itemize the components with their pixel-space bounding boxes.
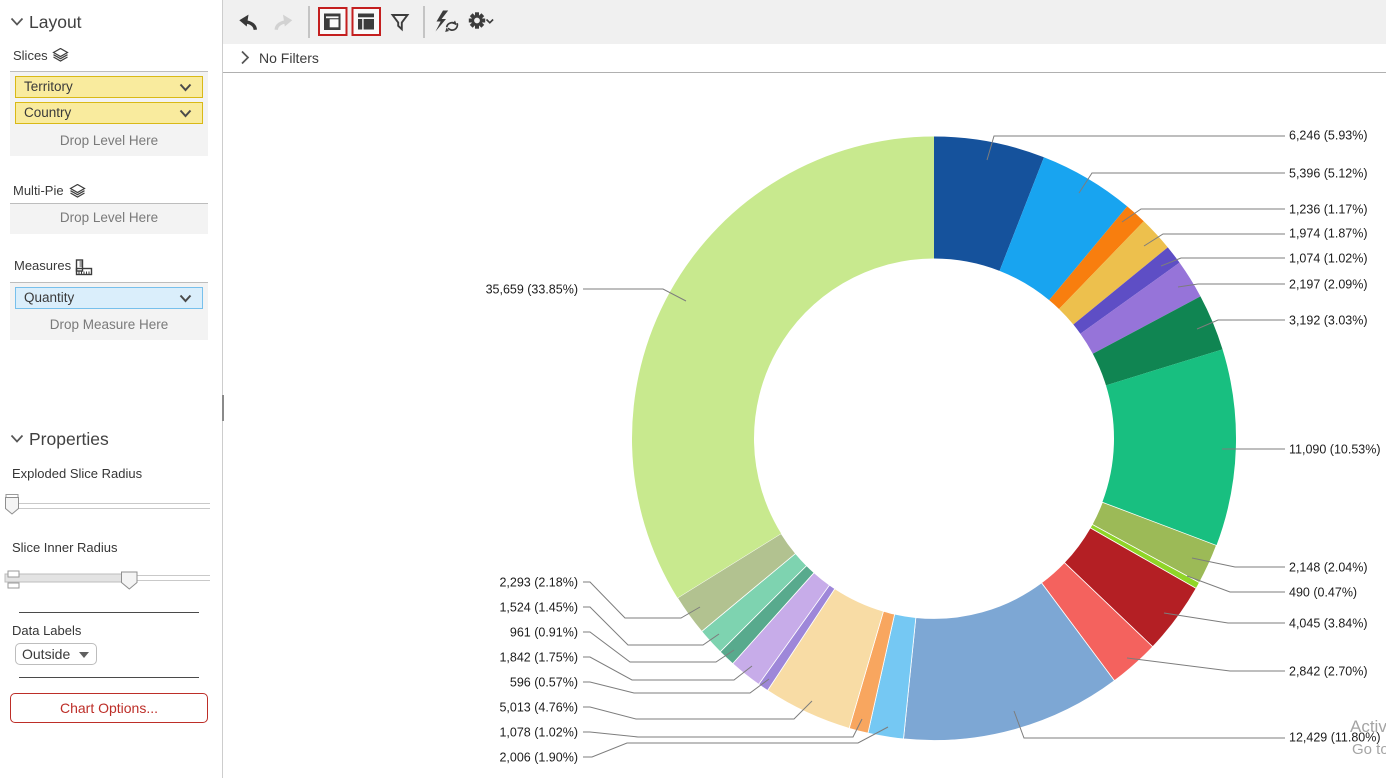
svg-text:596 (0.57%): 596 (0.57%) (510, 676, 578, 690)
svg-text:2,197 (2.09%): 2,197 (2.09%) (1289, 278, 1368, 292)
svg-text:961 (0.91%): 961 (0.91%) (510, 626, 578, 640)
svg-text:490 (0.47%): 490 (0.47%) (1289, 586, 1357, 600)
svg-text:1,236 (1.17%): 1,236 (1.17%) (1289, 203, 1368, 217)
svg-text:1,842 (1.75%): 1,842 (1.75%) (499, 651, 578, 665)
svg-text:1,524 (1.45%): 1,524 (1.45%) (499, 601, 578, 615)
svg-text:12,429 (11.80%): 12,429 (11.80%) (1289, 731, 1381, 745)
svg-text:1,974 (1.87%): 1,974 (1.87%) (1289, 227, 1368, 241)
svg-text:5,013 (4.76%): 5,013 (4.76%) (499, 701, 578, 715)
svg-text:4,045 (3.84%): 4,045 (3.84%) (1289, 617, 1368, 631)
svg-text:2,293 (2.18%): 2,293 (2.18%) (499, 576, 578, 590)
svg-text:2,006 (1.90%): 2,006 (1.90%) (499, 751, 578, 765)
svg-text:3,192 (3.03%): 3,192 (3.03%) (1289, 314, 1368, 328)
svg-text:2,842 (2.70%): 2,842 (2.70%) (1289, 665, 1368, 679)
svg-text:6,246 (5.93%): 6,246 (5.93%) (1289, 129, 1368, 143)
svg-text:1,078 (1.02%): 1,078 (1.02%) (499, 726, 578, 740)
svg-text:35,659 (33.85%): 35,659 (33.85%) (486, 283, 578, 297)
svg-text:2,148 (2.04%): 2,148 (2.04%) (1289, 561, 1368, 575)
svg-text:1,074 (1.02%): 1,074 (1.02%) (1289, 252, 1368, 266)
svg-text:11,090 (10.53%): 11,090 (10.53%) (1289, 443, 1381, 457)
svg-text:5,396 (5.12%): 5,396 (5.12%) (1289, 167, 1368, 181)
